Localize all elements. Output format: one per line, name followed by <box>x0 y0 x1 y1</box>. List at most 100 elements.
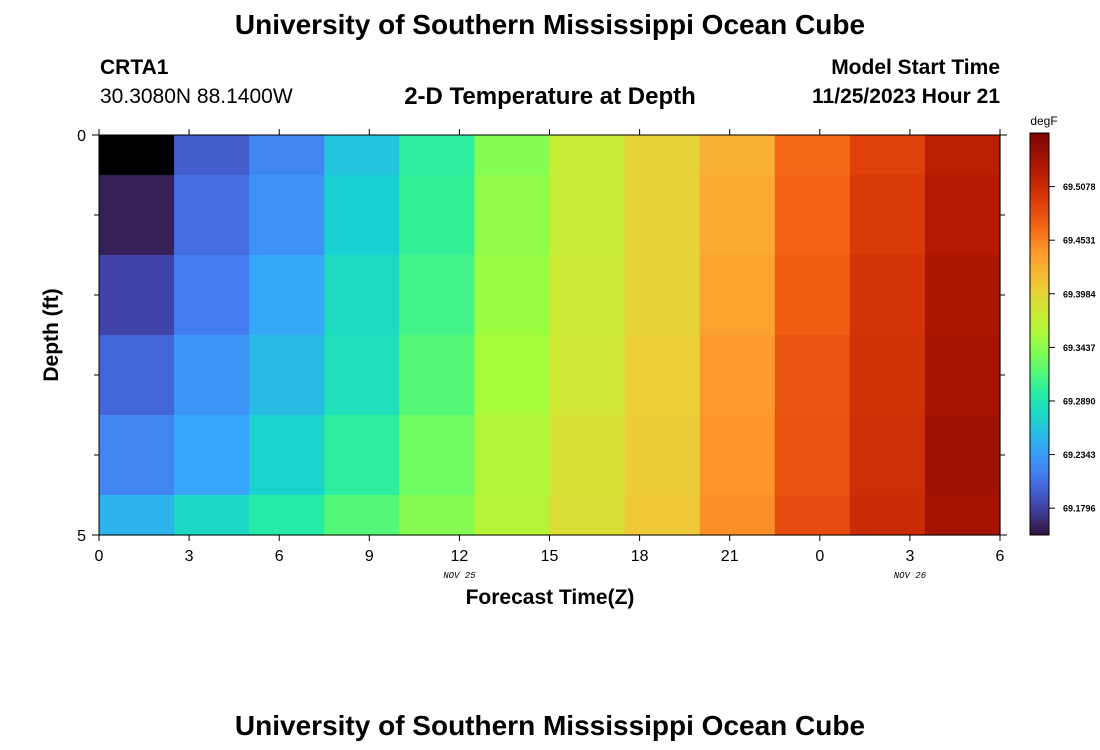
heatmap-cell <box>474 495 551 536</box>
heatmap-cell <box>699 335 776 416</box>
heatmap-cell <box>99 135 175 176</box>
x-tick-label: 12 <box>451 548 469 565</box>
heatmap-cell <box>249 175 325 256</box>
heatmap-cell <box>249 255 325 336</box>
heatmap-cell <box>924 415 1001 496</box>
footer-title: University of Southern Mississippi Ocean… <box>234 710 866 741</box>
x-tick-label: 6 <box>996 548 1005 565</box>
colorbar-ticks: 69.1796 69.2343 69.2890 69.3437 69.3984 69.45… <box>1049 182 1096 514</box>
heatmap-cell <box>324 135 400 176</box>
station-id: CRTA1 <box>100 56 169 79</box>
heatmap-cell <box>174 175 250 256</box>
heatmap-cell <box>474 175 551 256</box>
heatmap-cell <box>99 255 175 336</box>
model-start-label: Model Start Time <box>831 56 1000 79</box>
heatmap-cell <box>699 135 776 176</box>
colorbar-tick-label: 69.5078 <box>1063 182 1096 192</box>
colorbar-tick-label: 69.2343 <box>1063 450 1096 460</box>
heatmap-cell <box>249 495 325 536</box>
x-tick-label: 21 <box>721 548 739 565</box>
heatmap-cell <box>99 415 175 496</box>
heatmap-cell <box>399 335 476 416</box>
x-tick-label: 0 <box>815 548 824 565</box>
colorbar: degF 69.1796 69.2343 69.2890 69.3437 69.3984… <box>1029 114 1096 536</box>
heatmap-cell <box>924 335 1001 416</box>
heatmap-cell <box>849 255 926 336</box>
x-tick-label: 3 <box>905 548 914 565</box>
heatmap-cell <box>849 495 926 536</box>
heatmap-cell <box>624 255 701 336</box>
x-tick-label: 18 <box>631 548 649 565</box>
heatmap-cell <box>174 135 250 176</box>
heatmap-cell <box>774 135 851 176</box>
heatmap-cell <box>399 255 476 336</box>
heatmap-cell <box>174 415 250 496</box>
station-coordinates: 30.3080N 88.1400W <box>100 85 293 108</box>
heatmap-cell <box>699 495 776 536</box>
heatmap-cells <box>99 135 1001 536</box>
heatmap-cell <box>549 495 626 536</box>
x-axis: 0 3 6 9 12 15 18 21 0 3 6 NOV 25 NOV 26 <box>95 129 1005 581</box>
x-tick-label: 6 <box>275 548 284 565</box>
heatmap-cell <box>549 175 626 256</box>
x-axis-label: Forecast Time(Z) <box>466 586 635 609</box>
heatmap-cell <box>324 255 400 336</box>
heatmap-cell <box>849 135 926 176</box>
y-tick-label: 0 <box>77 128 86 145</box>
heatmap-cell <box>849 415 926 496</box>
colorbar-tick-label: 69.3437 <box>1063 343 1096 353</box>
colorbar-tick-label: 69.3984 <box>1063 289 1096 299</box>
heatmap-cell <box>399 175 476 256</box>
heatmap-cell <box>324 495 400 536</box>
heatmap-cell <box>549 335 626 416</box>
heatmap-cell <box>624 175 701 256</box>
heatmap-cell <box>774 495 851 536</box>
heatmap-cell <box>699 175 776 256</box>
heatmap-cell <box>174 495 250 536</box>
heatmap-cell <box>174 255 250 336</box>
colorbar-unit: degF <box>1030 114 1057 128</box>
y-tick-label: 5 <box>77 528 86 545</box>
heatmap-cell <box>324 175 400 256</box>
heatmap-cell <box>474 255 551 336</box>
heatmap-cell <box>699 255 776 336</box>
colorbar-tick-label: 69.4531 <box>1063 236 1096 246</box>
heatmap-cell <box>849 335 926 416</box>
x-tick-label: 15 <box>541 548 559 565</box>
heatmap-cell <box>174 335 250 416</box>
x-tick-label: 3 <box>185 548 194 565</box>
heatmap-cell <box>624 415 701 496</box>
x-tick-label: 0 <box>95 548 104 565</box>
heatmap-cell <box>249 335 325 416</box>
heatmap-cell <box>924 175 1001 256</box>
y-axis: 05 <box>77 128 1007 545</box>
heatmap-cell <box>99 495 175 536</box>
heatmap-cell <box>774 255 851 336</box>
heatmap-cell <box>474 135 551 176</box>
x-tick-label: 9 <box>365 548 374 565</box>
heatmap-cell <box>549 255 626 336</box>
heatmap-cell <box>624 335 701 416</box>
heatmap-cell <box>99 335 175 416</box>
heatmap-cell <box>624 495 701 536</box>
colorbar-tick-label: 69.1796 <box>1063 504 1096 514</box>
heatmap-cell <box>624 135 701 176</box>
heatmap-cell <box>774 415 851 496</box>
heatmap-cell <box>774 335 851 416</box>
heatmap-cell <box>249 135 325 176</box>
heatmap-cell <box>474 335 551 416</box>
colorbar-ramp <box>1029 132 1050 536</box>
x-date-label: NOV 26 <box>894 571 927 581</box>
y-axis-label: Depth (ft) <box>40 288 63 381</box>
heatmap-cell <box>399 415 476 496</box>
heatmap-cell <box>699 415 776 496</box>
heatmap-cell <box>774 175 851 256</box>
heatmap-cell <box>849 175 926 256</box>
heatmap-cell <box>399 135 476 176</box>
heatmap-cell <box>549 415 626 496</box>
heatmap-cell <box>924 135 1001 176</box>
heatmap-cell <box>99 175 175 256</box>
model-start-value: 11/25/2023 Hour 21 <box>812 85 1000 108</box>
chart-title: University of Southern Mississippi Ocean… <box>234 9 866 40</box>
